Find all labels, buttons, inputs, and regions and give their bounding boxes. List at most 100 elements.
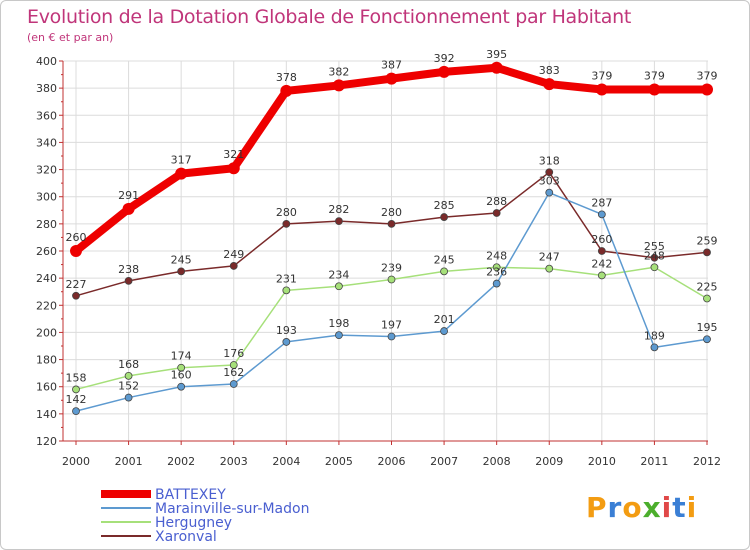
x-tick-label: 2009 [535, 455, 563, 468]
data-label: 176 [223, 347, 244, 360]
y-tick-label: 200 [36, 326, 57, 339]
data-point [72, 385, 80, 394]
data-point [703, 248, 711, 257]
data-point [650, 253, 659, 262]
y-tick-label: 320 [36, 164, 57, 177]
data-label: 383 [539, 64, 560, 77]
data-point [387, 332, 396, 341]
x-tick-label: 2010 [588, 455, 616, 468]
data-point [282, 338, 291, 346]
x-tick-label: 2012 [693, 455, 721, 468]
data-label: 387 [381, 59, 402, 72]
data-label: 321 [223, 148, 244, 161]
data-point [70, 245, 82, 257]
data-label: 193 [276, 324, 297, 337]
data-label: 280 [381, 206, 402, 219]
x-tick-label: 2005 [325, 455, 353, 468]
logo-letter: x [642, 491, 662, 524]
data-label: 142 [66, 393, 87, 406]
data-point [177, 363, 186, 372]
data-label: 227 [66, 278, 87, 291]
data-label: 158 [66, 371, 87, 384]
data-point [543, 78, 556, 91]
data-label: 231 [276, 272, 297, 285]
data-point [335, 282, 343, 291]
data-point [229, 380, 238, 388]
data-label: 201 [434, 313, 455, 326]
y-tick-label: 300 [36, 191, 57, 204]
data-point [595, 83, 608, 96]
logo-letter: i [686, 491, 698, 524]
data-point [229, 262, 238, 270]
x-tick-label: 2006 [378, 455, 406, 468]
y-tick-label: 260 [36, 245, 57, 258]
proxiti-logo: Proxiti [586, 491, 697, 524]
y-tick-label: 160 [36, 381, 57, 394]
x-tick-label: 2001 [115, 455, 143, 468]
legend-label: Xaronval [155, 529, 217, 545]
data-point [122, 202, 135, 215]
data-label: 287 [591, 196, 612, 209]
data-label: 248 [486, 249, 507, 262]
data-point [545, 168, 554, 177]
data-point [492, 279, 501, 288]
logo-letter: t [672, 491, 687, 524]
data-point [490, 61, 503, 74]
data-label: 318 [539, 154, 560, 167]
data-label: 379 [644, 70, 665, 83]
data-point [703, 335, 711, 344]
data-point [229, 361, 238, 369]
y-tick-label: 220 [36, 299, 57, 312]
data-point [703, 294, 711, 303]
data-label: 152 [118, 380, 139, 393]
data-label: 248 [644, 249, 665, 262]
y-tick-label: 380 [36, 82, 57, 95]
data-label: 303 [539, 175, 560, 188]
logo-letter: o [622, 491, 643, 524]
data-label: 378 [276, 71, 297, 84]
x-tick-label: 2011 [640, 455, 668, 468]
data-label: 174 [171, 350, 192, 363]
legend-label: BATTEXEY [155, 487, 226, 503]
data-point [177, 382, 186, 391]
data-label: 247 [539, 251, 560, 264]
data-label: 168 [118, 358, 139, 371]
data-label: 234 [328, 268, 349, 281]
data-label: 238 [118, 263, 139, 276]
data-label: 260 [66, 231, 87, 244]
data-point [177, 267, 186, 276]
data-point [387, 275, 396, 284]
data-point [597, 247, 606, 255]
data-point [545, 188, 554, 197]
data-label: 242 [591, 257, 612, 270]
y-tick-label: 120 [36, 435, 57, 448]
data-label: 280 [276, 206, 297, 219]
logo-letter: r [607, 491, 623, 524]
data-point [280, 84, 293, 97]
chart-title: Evolution de la Dotation Globale de Fonc… [27, 6, 632, 28]
legend-label: Marainville-sur-Madon [155, 501, 309, 517]
data-label: 198 [328, 317, 349, 330]
y-tick-label: 240 [36, 272, 57, 285]
data-label: 245 [434, 253, 455, 266]
data-label: 255 [644, 240, 665, 253]
logo-letter: P [586, 491, 608, 524]
data-point [492, 209, 501, 217]
data-label: 291 [118, 189, 139, 202]
data-label: 195 [697, 321, 718, 334]
data-point [440, 213, 448, 221]
data-point [124, 393, 133, 402]
data-point [385, 72, 398, 85]
data-point [72, 407, 80, 416]
data-point [650, 263, 659, 272]
data-point [72, 291, 80, 300]
data-label: 392 [434, 52, 455, 65]
legend-label: Hergugney [155, 515, 232, 531]
data-point [282, 219, 291, 228]
data-label: 282 [328, 203, 349, 216]
y-tick-label: 400 [36, 55, 57, 68]
data-point [650, 343, 659, 352]
logo-letter: i [661, 491, 673, 524]
